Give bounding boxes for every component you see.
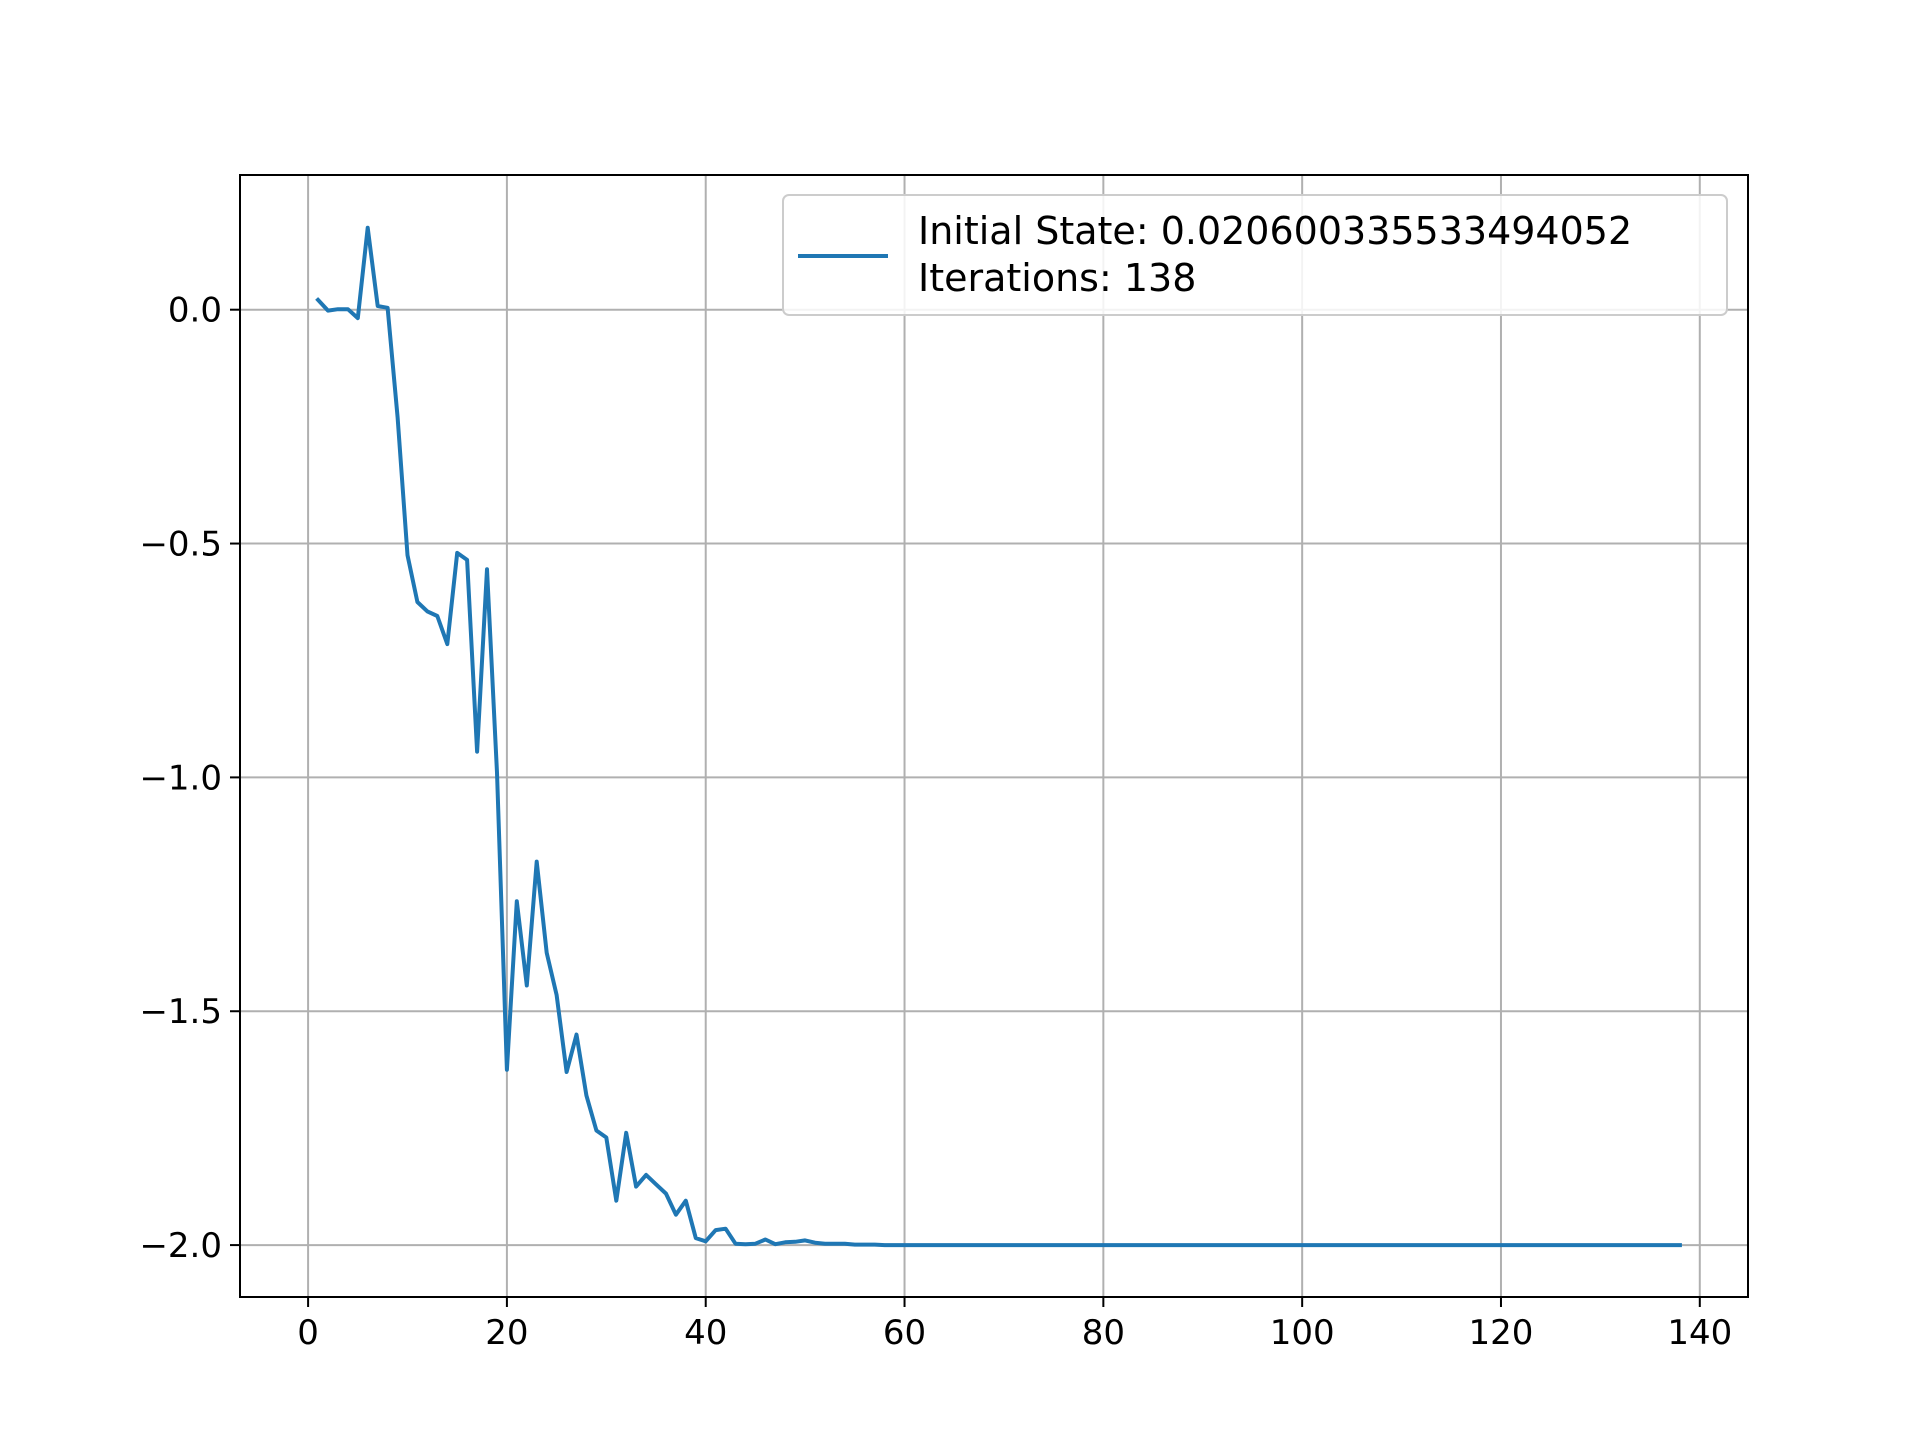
- plot-area: [240, 175, 1748, 1297]
- y-tick-label: −1.5: [139, 992, 222, 1032]
- legend: Initial State: 0.020600335533494052 Iter…: [782, 194, 1728, 316]
- legend-box: [782, 194, 1728, 316]
- legend-label-initial-state: Initial State: 0.020600335533494052: [918, 209, 1632, 253]
- y-tick-label: 0.0: [168, 291, 222, 331]
- legend-label-iterations: Iterations: 138: [918, 256, 1196, 300]
- x-tick-label: 140: [1667, 1313, 1732, 1353]
- series-line-0: [315, 225, 1682, 1248]
- ticks: 0 20 40 60 80 100 120 140 0.0 −0.5 −1.0 −1.5 −2.0: [139, 291, 1732, 1353]
- series-layer: [315, 225, 1682, 1248]
- axes-frame: [239, 174, 1749, 1298]
- y-tick-label: −0.5: [139, 525, 222, 565]
- x-tick-label: 80: [1082, 1313, 1125, 1353]
- x-tick-label: 0: [297, 1313, 319, 1353]
- x-tick-label: 120: [1469, 1313, 1534, 1353]
- grid: [240, 175, 1748, 1297]
- x-tick-label: 100: [1270, 1313, 1335, 1353]
- x-tick-label: 60: [883, 1313, 926, 1353]
- y-tick-label: −1.0: [139, 758, 222, 798]
- x-tick-label: 40: [684, 1313, 727, 1353]
- y-tick-label: −2.0: [139, 1226, 222, 1266]
- x-tick-label: 20: [485, 1313, 528, 1353]
